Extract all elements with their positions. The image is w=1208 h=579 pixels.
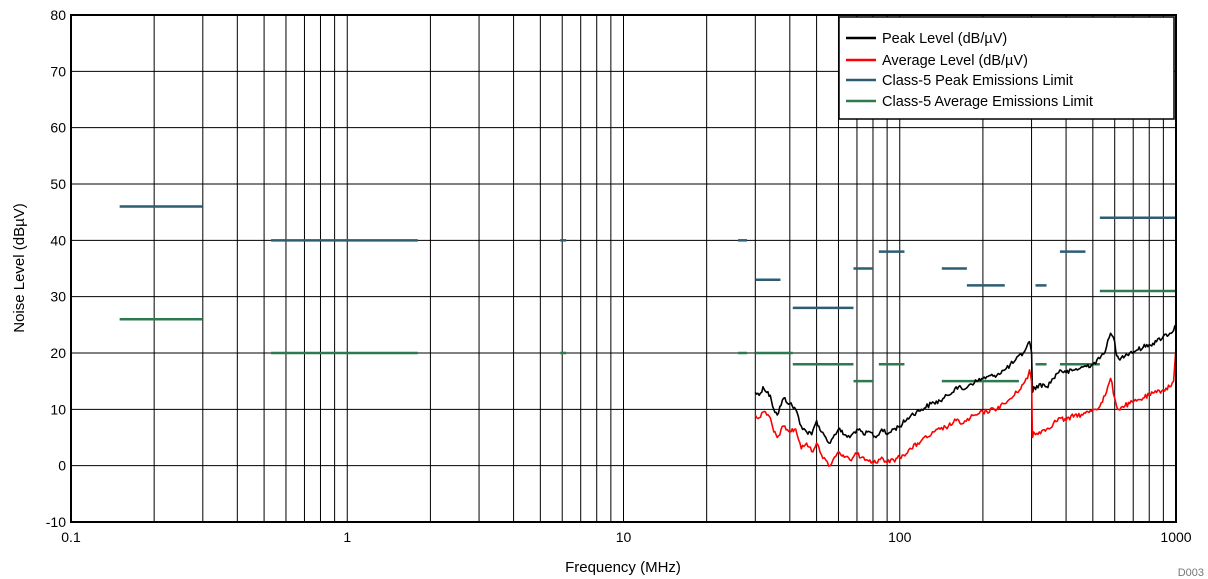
y-tick-label: 70 <box>50 63 66 79</box>
x-tick-label: 0.1 <box>61 529 81 545</box>
legend: Peak Level (dB/µV) Average Level (dB/µV)… <box>838 16 1175 120</box>
x-tick-label: 1 <box>343 529 351 545</box>
grid <box>71 15 1176 522</box>
x-tick-label: 10 <box>616 529 632 545</box>
y-tick-label: 60 <box>50 120 66 136</box>
y-tick-label: 0 <box>58 458 66 474</box>
y-tick-label: 10 <box>50 401 66 417</box>
legend-label-average-limit: Class-5 Average Emissions Limit <box>882 94 1093 110</box>
y-tick-label: 40 <box>50 232 66 248</box>
x-tick-label: 1000 <box>1160 529 1191 545</box>
y-tick-label: -10 <box>46 514 66 530</box>
measured-traces <box>754 324 1177 467</box>
legend-label-average-level: Average Level (dB/µV) <box>882 53 1028 69</box>
x-axis-title: Frequency (MHz) <box>565 559 681 576</box>
trace-average-level <box>754 347 1177 467</box>
y-axis-title: Noise Level (dBµV) <box>11 203 28 333</box>
y-tick-label: 20 <box>50 345 66 361</box>
tick-labels: -10 0 10 20 30 40 50 60 70 80 0.1 1 10 100 1000 <box>46 7 1192 545</box>
x-tick-label: 100 <box>888 529 912 545</box>
y-tick-label: 30 <box>50 289 66 305</box>
plot-frame <box>70 14 1177 523</box>
figure-code: D003 <box>1178 567 1204 579</box>
legend-label-peak-level: Peak Level (dB/µV) <box>882 31 1007 47</box>
legend-label-peak-limit: Class-5 Peak Emissions Limit <box>882 73 1073 89</box>
limit-lines <box>119 205 1176 383</box>
trace-peak-level <box>754 324 1177 444</box>
y-tick-label: 80 <box>50 7 66 23</box>
y-tick-label: 50 <box>50 176 66 192</box>
legend-box <box>838 16 1175 120</box>
